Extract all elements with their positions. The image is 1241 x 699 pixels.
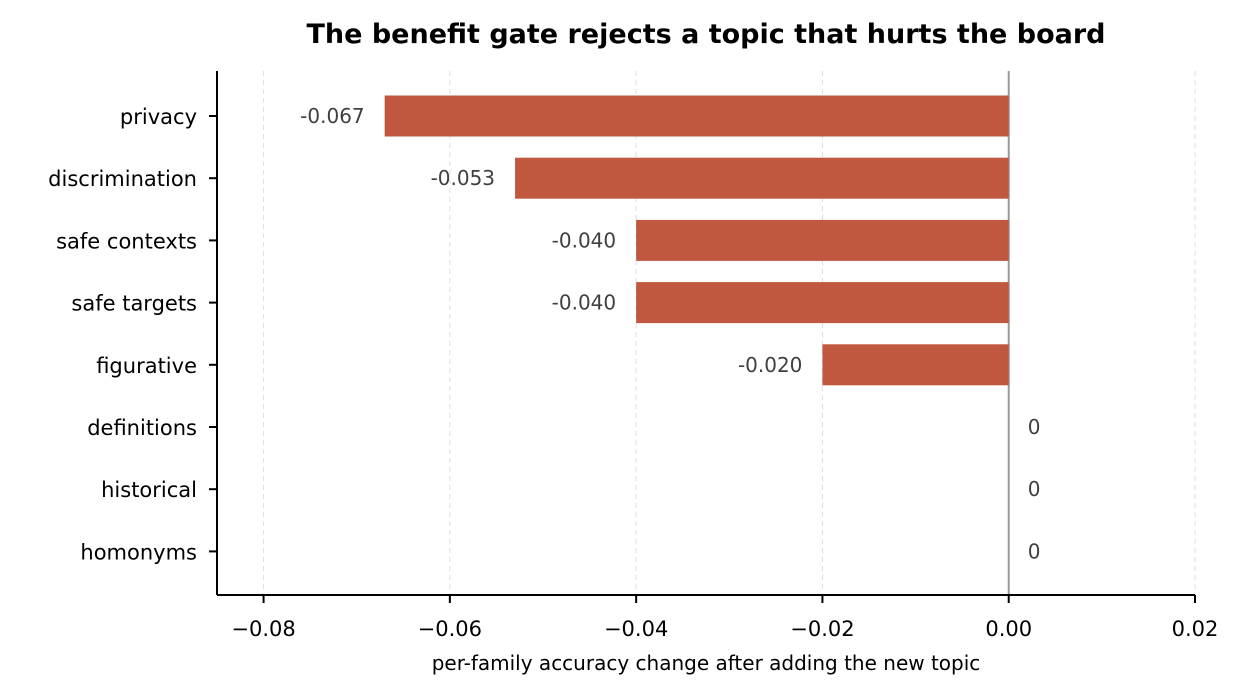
data-labels: -0.067 -0.053 -0.040 -0.040 -0.020 0 0 0 <box>300 104 1040 563</box>
category-label: homonyms <box>80 540 197 564</box>
data-label: -0.053 <box>431 166 495 190</box>
chart-title: The benefit gate rejects a topic that hu… <box>306 19 1105 50</box>
bars <box>384 95 1009 386</box>
data-label: 0 <box>1028 477 1041 501</box>
category-label: discrimination <box>48 167 197 191</box>
grid-lines <box>263 71 1196 595</box>
category-label: safe contexts <box>56 229 197 253</box>
bar-discrimination <box>515 157 1009 199</box>
bar-safe-contexts <box>636 219 1009 261</box>
category-label: definitions <box>87 416 197 440</box>
data-label: 0 <box>1028 415 1041 439</box>
data-label: 0 <box>1028 539 1041 563</box>
bar-figurative <box>822 344 1009 386</box>
x-tick-label: −0.06 <box>418 617 482 641</box>
x-tick-label: −0.08 <box>231 617 295 641</box>
data-label: -0.020 <box>738 353 802 377</box>
category-label: privacy <box>120 105 197 129</box>
data-label: -0.040 <box>552 228 616 252</box>
data-label: -0.040 <box>552 291 616 315</box>
x-tick-label: 0.00 <box>985 617 1032 641</box>
x-axis-title: per-family accuracy change after adding … <box>432 651 981 675</box>
x-tick-label: −0.04 <box>604 617 668 641</box>
category-label: safe targets <box>71 292 197 316</box>
bar-privacy <box>384 95 1009 137</box>
category-label: historical <box>101 478 197 502</box>
x-tick-label: −0.02 <box>790 617 854 641</box>
axes: privacy discrimination safe contexts safe t… <box>48 71 1218 641</box>
bar-safe-targets <box>636 282 1009 324</box>
x-tick-label: 0.02 <box>1172 617 1219 641</box>
category-label: figurative <box>96 354 197 378</box>
data-label: -0.067 <box>300 104 364 128</box>
